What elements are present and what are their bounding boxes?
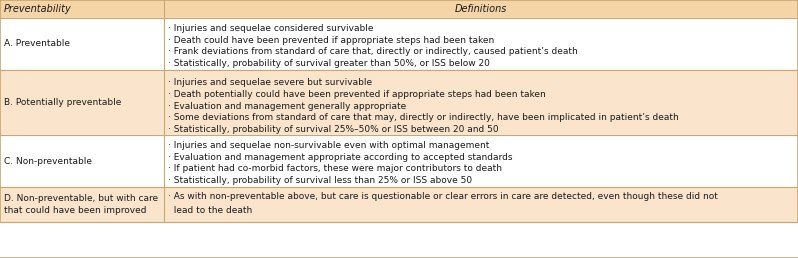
Text: · Evaluation and management appropriate according to accepted standards: · Evaluation and management appropriate … <box>168 153 512 162</box>
Text: lead to the death: lead to the death <box>168 206 252 215</box>
Text: · Frank deviations from standard of care that, directly or indirectly, caused pa: · Frank deviations from standard of care… <box>168 47 577 57</box>
Text: · As with non-preventable above, but care is questionable or clear errors in car: · As with non-preventable above, but car… <box>168 192 717 201</box>
Text: · Statistically, probability of survival less than 25% or ISS above 50: · Statistically, probability of survival… <box>168 176 472 185</box>
Text: Preventability: Preventability <box>4 4 72 14</box>
Text: A. Preventable: A. Preventable <box>4 39 70 49</box>
Text: D. Non-preventable, but with care
that could have been improved: D. Non-preventable, but with care that c… <box>4 194 158 215</box>
Text: B. Potentially preventable: B. Potentially preventable <box>4 98 121 107</box>
Text: · Statistically, probability of survival 25%–50% or ISS between 20 and 50: · Statistically, probability of survival… <box>168 125 498 134</box>
Text: · Injuries and sequelae considered survivable: · Injuries and sequelae considered survi… <box>168 24 373 33</box>
Text: · Some deviations from standard of care that may, directly or indirectly, have b: · Some deviations from standard of care … <box>168 114 678 123</box>
Bar <box>0 18 798 70</box>
Text: C. Non-preventable: C. Non-preventable <box>4 157 92 165</box>
Text: · Death potentially could have been prevented if appropriate steps had been take: · Death potentially could have been prev… <box>168 90 545 99</box>
Text: · Evaluation and management generally appropriate: · Evaluation and management generally ap… <box>168 102 406 111</box>
Text: · Statistically, probability of survival greater than 50%, or ISS below 20: · Statistically, probability of survival… <box>168 59 489 68</box>
Bar <box>0 135 798 187</box>
Text: · Death could have been prevented if appropriate steps had been taken: · Death could have been prevented if app… <box>168 36 494 45</box>
Text: · Injuries and sequelae non-survivable even with optimal management: · Injuries and sequelae non-survivable e… <box>168 141 489 150</box>
Bar <box>0 187 798 222</box>
Bar <box>0 70 798 135</box>
Text: Definitions: Definitions <box>455 4 507 14</box>
Bar <box>0 0 798 18</box>
Text: · If patient had co-morbid factors, these were major contributors to death: · If patient had co-morbid factors, thes… <box>168 164 502 173</box>
Text: · Injuries and sequelae severe but survivable: · Injuries and sequelae severe but survi… <box>168 78 372 87</box>
